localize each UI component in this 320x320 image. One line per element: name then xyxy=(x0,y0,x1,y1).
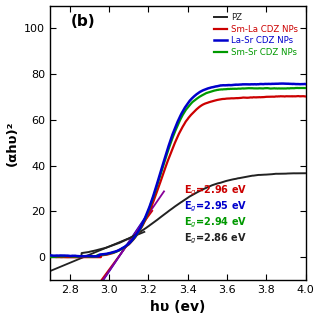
X-axis label: hυ (ev): hυ (ev) xyxy=(150,300,205,315)
Text: E$_g$=2.96 eV: E$_g$=2.96 eV xyxy=(184,183,247,198)
Text: E$_g$=2.94 eV: E$_g$=2.94 eV xyxy=(184,216,247,230)
Text: E$_g$=2.86 eV: E$_g$=2.86 eV xyxy=(184,232,247,246)
Y-axis label: (αhυ)²: (αhυ)² xyxy=(5,120,19,165)
Text: (b): (b) xyxy=(70,14,95,29)
Legend: PZ, Sm-La CDZ NPs, La-Sr CDZ NPs, Sm-Sr CDZ NPs: PZ, Sm-La CDZ NPs, La-Sr CDZ NPs, Sm-Sr … xyxy=(211,10,301,60)
Text: E$_g$=2.95 eV: E$_g$=2.95 eV xyxy=(184,200,247,214)
